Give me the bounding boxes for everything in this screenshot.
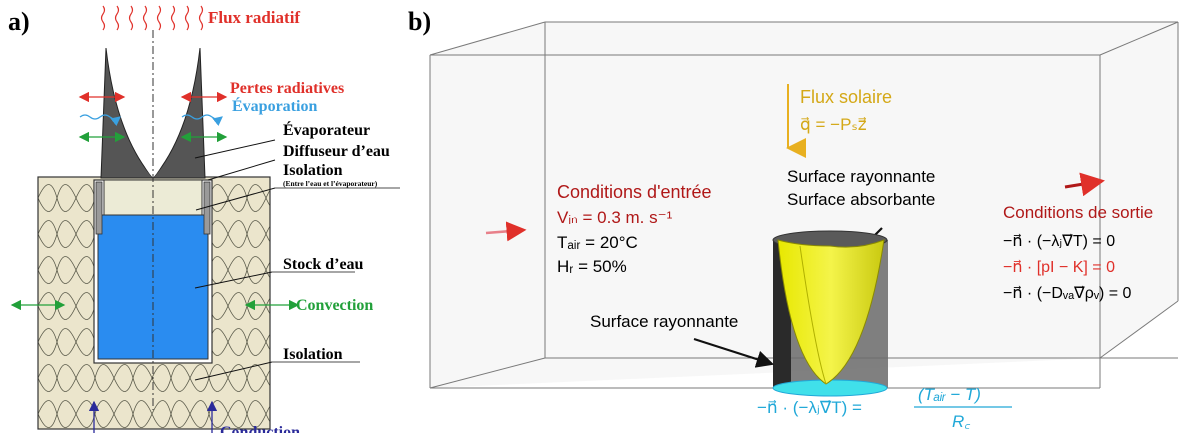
inlet-vin: Vᵢₙ = 0.3 m. s⁻¹ [557,208,673,227]
outlet-title: Conditions de sortie [1003,203,1153,222]
stock-leader [194,271,273,289]
flux-radiatif-label: Flux radiatif [208,8,300,27]
evaporation-arrow-left [79,114,121,126]
domain-box [429,21,1179,389]
inlet-tair: Tₐᵢᵣ = 20°C [557,233,638,252]
surface-bottom-pointer [693,337,775,368]
isolation-top-label: Isolation [283,162,343,179]
panel-a-label: a) [8,7,30,36]
panel-a: a) Flux radiatif [8,5,400,433]
radiative-flux-arrows [100,5,204,31]
conduction-label: Conduction [220,424,300,433]
flux-solaire-eq: q⃗ = −Pₛz⃗ [800,115,867,134]
diffuseur-label: Diffuseur d’eau [283,143,390,160]
inlet-arrow [485,221,527,242]
bottom-eq-numerator: (Tₐᵢᵣ − T) [918,385,981,404]
outlet-eq1: −n⃗ · (−λⱼ∇⃗T) = 0 [1003,233,1115,250]
surface-absorbante-label: Surface absorbante [787,190,935,209]
pertes-radiatives-label: Pertes radiatives [230,80,344,97]
evaporation-label: Évaporation [232,96,317,115]
outlet-arrow [1064,172,1105,197]
inlet-title: Conditions d'entrée [557,182,712,202]
evaporator-3d [772,230,888,397]
evaporateur-leader [194,139,276,159]
surface-rayonnante-top-label: Surface rayonnante [787,167,935,186]
isolation-bottom-leader [194,361,273,381]
isolation-top-leader [195,187,276,211]
panel-b: b) Flux solaire q⃗ = −Pₛz⃗ Surface rayon… [408,7,1179,431]
isolation-note: (Entre l’eau et l’évaporateur) [283,179,378,188]
isolation-bottom-label: Isolation [283,346,343,363]
diffuser-left [95,181,103,235]
surface-rayonnante-bottom-label: Surface rayonnante [590,312,738,331]
evaporator-inner [116,58,190,178]
panel-b-label: b) [408,7,431,36]
diffuseur-leader [207,159,276,181]
outlet-eq2: −n⃗ · [pI − K] = 0 [1003,259,1115,276]
inlet-hr: Hᵣ = 50% [557,257,627,276]
evaporation-arrow-right [181,114,223,126]
outlet-eq3: −n⃗ · (−Dᵥₐ∇⃗ρᵥ) = 0 [1003,285,1132,302]
flux-solaire-label: Flux solaire [800,87,892,107]
bottom-eq-denominator: R꜀ [952,412,970,431]
bottom-eq-left: −n⃗ · (−λⱼ∇⃗T) = [757,398,862,417]
convection-label: Convection [296,297,373,314]
evaporateur-label: Évaporateur [283,120,370,139]
stock-label: Stock d’eau [283,256,364,273]
